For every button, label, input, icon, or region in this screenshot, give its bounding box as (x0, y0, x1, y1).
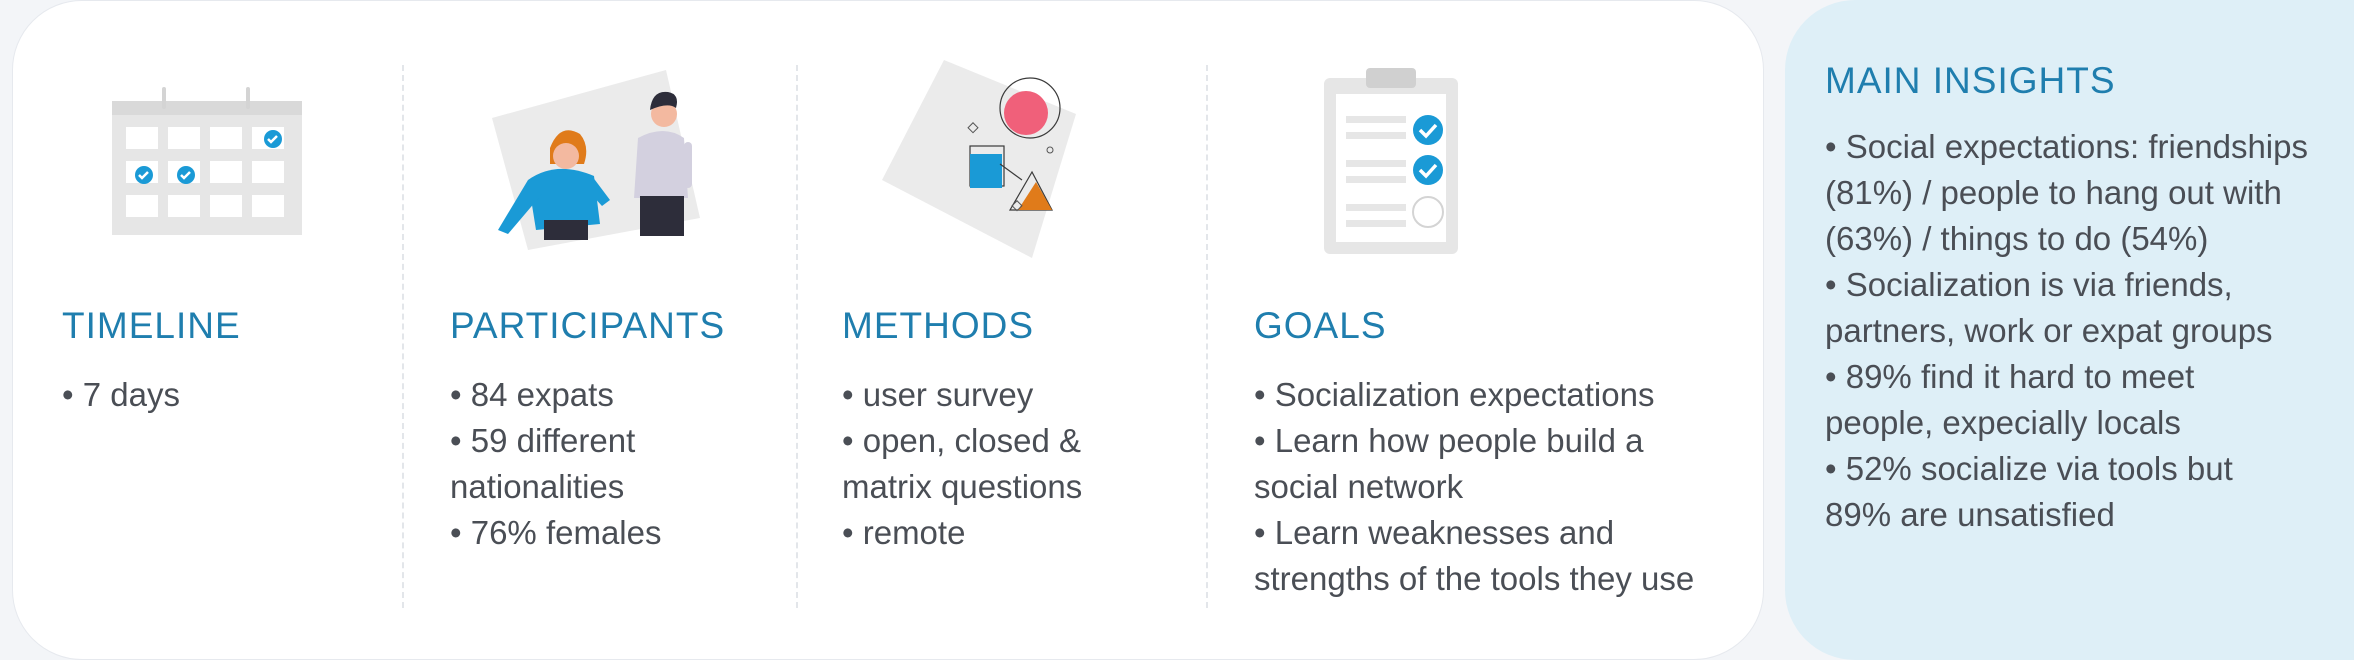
checklist-clipboard-icon (1324, 68, 1458, 254)
people-illustration-icon (492, 70, 700, 250)
timeline-list: • 7 days (62, 372, 382, 418)
list-item: • remote (842, 514, 966, 551)
main-insights-card: MAIN INSIGHTS • Social expectations: fri… (1785, 0, 2354, 660)
list-item: • Socialization is via friends, partners… (1825, 266, 2273, 349)
list-item: • Learn how people build a social networ… (1254, 422, 1644, 505)
goals-heading: GOALS (1254, 305, 1387, 346)
list-item: • 76% females (450, 514, 662, 551)
methods-heading: METHODS (842, 305, 1034, 346)
research-summary-card (12, 0, 1764, 660)
list-item: • user survey (842, 376, 1034, 413)
participants-list: • 84 expats • 59 different nationalities… (450, 372, 790, 556)
column-divider (796, 65, 798, 608)
list-item: • 7 days (62, 376, 180, 413)
goals-list: • Socialization expectations • Learn how… (1254, 372, 1724, 602)
list-item: • 89% find it hard to meet people, expec… (1825, 358, 2195, 441)
participants-heading: PARTICIPANTS (450, 305, 726, 346)
column-divider (1206, 65, 1208, 608)
list-item: • open, closed & matrix questions (842, 422, 1083, 505)
calendar-icon (112, 87, 302, 235)
shapes-illustration-icon (882, 60, 1076, 258)
insights-list: • Social expectations: friendships (81%)… (1825, 124, 2314, 538)
list-item: • 84 expats (450, 376, 614, 413)
list-item: • Learn weaknesses and strengths of the … (1254, 514, 1695, 597)
methods-list: • user survey • open, closed & matrix qu… (842, 372, 1172, 556)
list-item: • Social expectations: friendships (81%)… (1825, 128, 2308, 257)
insights-heading: MAIN INSIGHTS (1825, 60, 2116, 101)
timeline-heading: TIMELINE (62, 305, 241, 346)
column-divider (402, 65, 404, 608)
list-item: • Socialization expectations (1254, 376, 1655, 413)
list-item: • 52% socialize via tools but 89% are un… (1825, 450, 2233, 533)
list-item: • 59 different nationalities (450, 422, 636, 505)
